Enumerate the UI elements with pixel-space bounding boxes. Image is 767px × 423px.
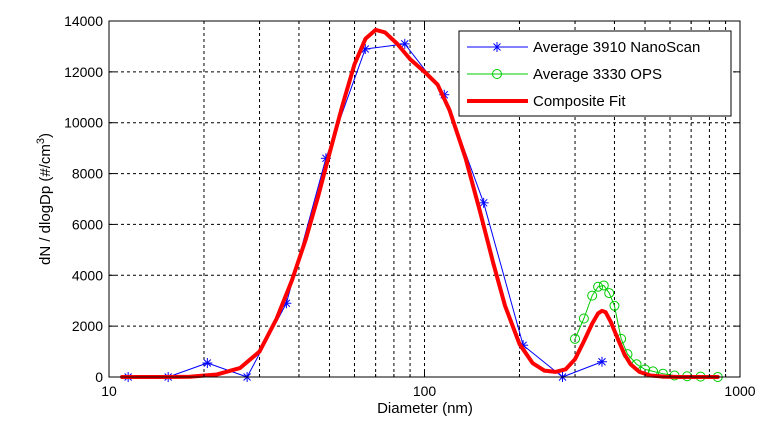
data-point [578,313,589,324]
y-axis-label-main: dN / dlogDp (#/cm [37,144,54,265]
axis-ticks [108,20,741,378]
data-point [202,358,213,369]
data-point [570,333,581,344]
y-tick-label: 14000 [64,13,103,29]
x-axis-label: Diameter (nm) [377,400,473,417]
asterisk-stroke [598,357,606,366]
legend-entry-ops: Average 3330 OPS [467,66,662,83]
legend-label-ops: Average 3330 OPS [533,66,662,83]
legend-entry-composite-fit: Composite Fit [467,93,626,110]
data-point [593,281,604,292]
series-2 [120,27,720,379]
data-point [478,197,489,208]
y-tick-label: 0 [95,369,103,385]
asterisk-stroke [361,45,370,53]
legend-entry-nanoscan: Average 3910 NanoScan [467,39,700,56]
x-tick-label: 10 [101,383,117,399]
y-axis-label-end: ) [37,133,54,138]
legend-marker-ops [492,69,502,79]
x-tick-label: 100 [413,383,437,399]
asterisk-stroke [203,359,212,367]
y-axis-label: dN / dlogDp (#/cm3) [35,133,54,265]
y-tick-label: 8000 [72,166,103,182]
y-axis-label-sup: 3 [35,138,47,144]
x-tick-label: 1000 [724,383,755,399]
y-tick-label: 10000 [64,115,103,131]
data-point [609,300,620,311]
y-tick-label: 4000 [72,267,103,283]
y-tick-label: 12000 [64,64,103,80]
series-line [120,27,720,379]
grid-lines [109,21,740,377]
tick-labels: 0 2000 4000 6000 8000 10000 12000 14000 10 100 100… [64,13,756,399]
legend-marker [492,42,502,52]
asterisk-stroke [282,299,291,308]
legend-label-nanoscan: Average 3910 NanoScan [533,39,700,56]
data-point [596,356,607,367]
data-point [598,280,609,291]
y-tick-label: 2000 [72,318,103,334]
y-tick-label: 6000 [72,216,103,232]
data-point [604,288,615,299]
data-point [399,38,410,49]
legend-marker [492,69,502,79]
legend-label-composite-fit: Composite Fit [533,93,626,110]
asterisk-stroke [400,40,409,48]
asterisk-stroke [493,43,501,51]
asterisk-stroke [479,198,488,207]
legend: Average 3910 NanoScan Average 3330 OPS C… [458,30,732,117]
legend-marker-nanoscan [492,42,502,52]
data-point [587,290,598,301]
